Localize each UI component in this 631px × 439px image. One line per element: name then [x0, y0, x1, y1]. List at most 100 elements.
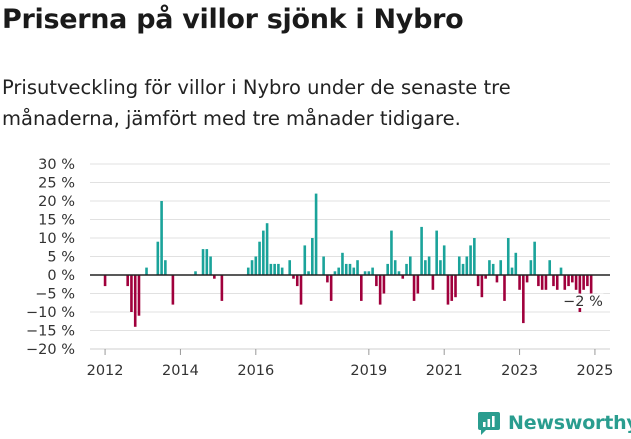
y-tick-label: 0 %: [47, 268, 75, 284]
bar: [126, 275, 129, 287]
bar: [450, 275, 454, 301]
bar: [171, 275, 175, 305]
bar: [194, 271, 197, 275]
y-tick-label: 15 %: [38, 213, 75, 229]
bar: [405, 263, 408, 275]
bar: [529, 260, 533, 275]
y-tick-label: −20 %: [26, 342, 75, 358]
newsworthy-logo: Newsworthy: [476, 410, 631, 436]
bar: [465, 256, 469, 275]
bar: [586, 275, 589, 287]
bar: [367, 271, 371, 275]
bar: [220, 275, 224, 301]
bar: [288, 260, 292, 275]
y-tick-label: 5 %: [47, 250, 75, 266]
bar: [548, 260, 552, 275]
bar: [311, 238, 314, 275]
bar: [164, 260, 167, 275]
bar: [292, 275, 295, 279]
bar: [506, 238, 510, 275]
bar: [559, 267, 563, 275]
bar: [589, 275, 593, 294]
x-tick-label: 2025: [576, 363, 613, 379]
y-tick-label: 10 %: [38, 231, 75, 247]
x-tick-label: 2014: [162, 363, 199, 379]
bar: [533, 241, 536, 275]
bar: [476, 275, 480, 287]
newsworthy-icon: [478, 412, 500, 435]
bar: [469, 245, 472, 275]
chart-subtitle: Prisutveckling för villor i Nybro under …: [2, 76, 511, 130]
bar: [322, 256, 325, 275]
bar: [525, 275, 529, 283]
x-tick-label: 2012: [87, 363, 124, 379]
bar: [299, 275, 303, 305]
bar: [397, 271, 401, 275]
bar: [563, 275, 567, 290]
bar: [582, 275, 585, 290]
bar: [273, 263, 276, 275]
bar: [209, 256, 212, 275]
bar: [442, 245, 446, 275]
bar: [295, 275, 299, 287]
bar: [427, 256, 431, 275]
bar: [578, 275, 582, 312]
x-tick-label: 2019: [350, 363, 387, 379]
bar: [552, 275, 555, 287]
bar: [420, 226, 423, 275]
bar: [435, 230, 438, 275]
bar: [424, 260, 427, 275]
annotation-label: −2 %: [563, 294, 603, 310]
bar: [280, 267, 284, 275]
bar: [213, 275, 216, 279]
bar: [514, 252, 518, 275]
bar: [510, 267, 514, 275]
bar: [571, 275, 574, 283]
bar: [103, 275, 107, 287]
bar: [416, 275, 420, 294]
y-tick-label: −10 %: [26, 305, 75, 321]
bar: [333, 271, 337, 275]
bar: [544, 275, 548, 290]
bar: [160, 201, 163, 275]
bar: [130, 275, 133, 312]
bar: [378, 275, 382, 305]
bar: [495, 275, 499, 283]
bar: [503, 275, 506, 301]
bar: [386, 263, 389, 275]
bar: [540, 275, 544, 290]
bar: [137, 275, 141, 316]
x-tick-label: 2021: [426, 363, 463, 379]
y-tick-label: −5 %: [35, 287, 75, 303]
bar: [246, 267, 250, 275]
bar: [360, 275, 363, 301]
bar: [555, 275, 559, 290]
bar: [518, 275, 521, 290]
bar: [356, 260, 359, 275]
bar: [133, 275, 137, 327]
bar: [454, 275, 457, 298]
bar: [522, 275, 525, 324]
bar: [408, 256, 412, 275]
bar: [337, 267, 340, 275]
bar: [156, 241, 160, 275]
bar: [303, 245, 307, 275]
bar: [439, 260, 442, 275]
bar: [401, 275, 405, 279]
bar: [250, 260, 254, 275]
bar: [205, 249, 209, 275]
bar: [480, 275, 484, 298]
bar: [352, 267, 356, 275]
brand-name: Newsworthy: [508, 412, 631, 434]
bar: [258, 241, 261, 275]
bar: [307, 271, 310, 275]
bar: [348, 263, 352, 275]
x-tick-label: 2023: [501, 363, 538, 379]
bar: [461, 263, 465, 275]
y-tick-label: 30 %: [38, 157, 75, 173]
bar: [375, 275, 378, 287]
y-tick-label: −15 %: [26, 324, 75, 340]
bar: [393, 260, 397, 275]
bar: [254, 256, 258, 275]
bar: [329, 275, 333, 301]
